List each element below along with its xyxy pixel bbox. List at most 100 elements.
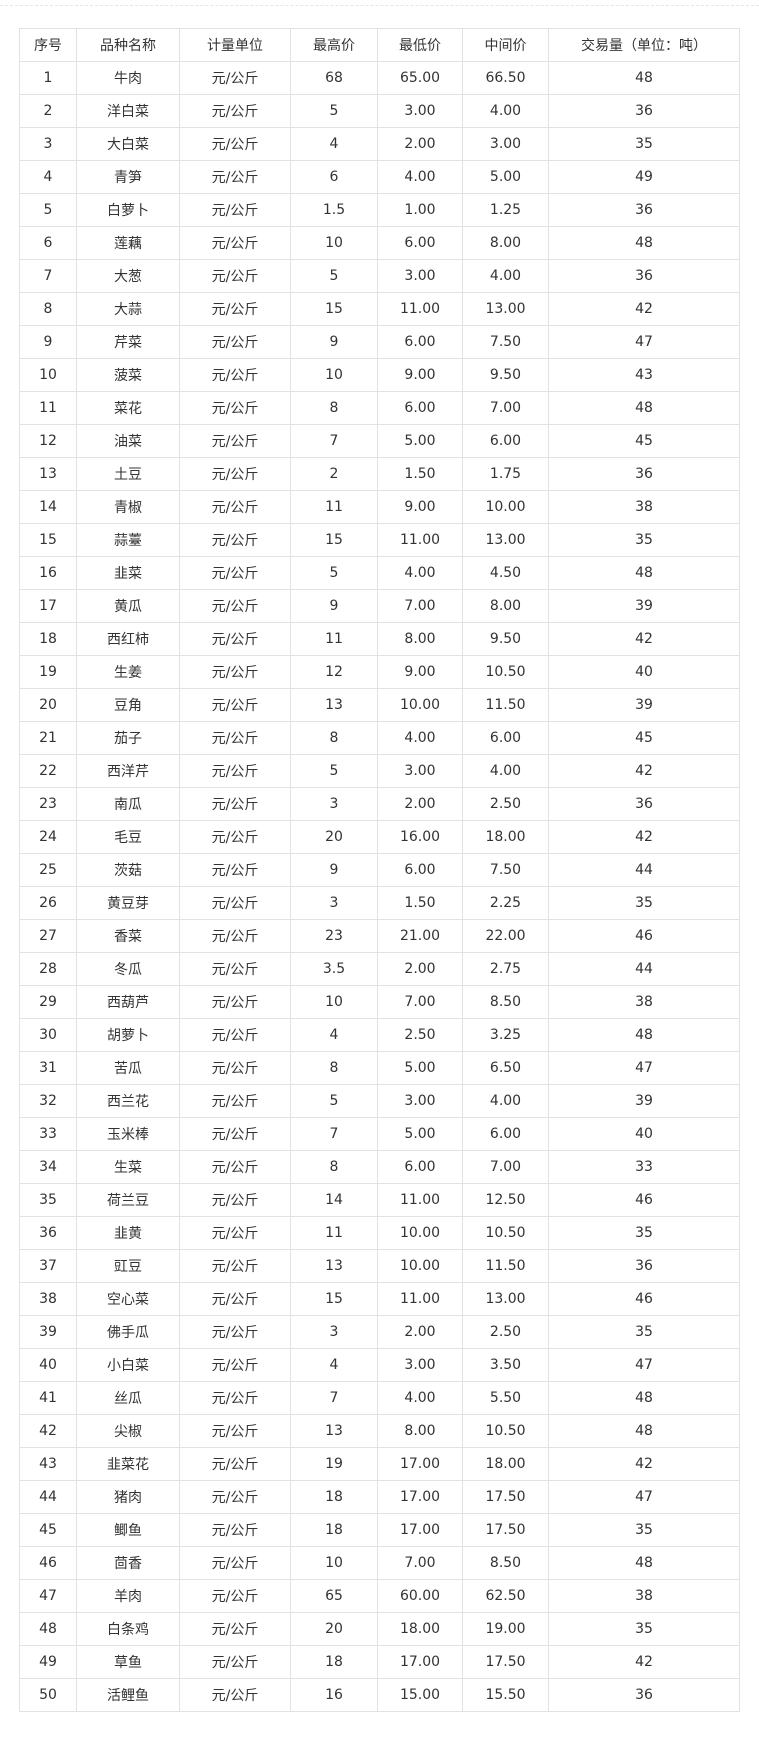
cell-col-volume: 40 xyxy=(548,1117,740,1151)
cell-col-index: 43 xyxy=(19,1447,77,1481)
cell-col-index: 50 xyxy=(19,1678,77,1712)
cell-col-volume: 48 xyxy=(548,556,740,590)
cell-col-mid: 13.00 xyxy=(462,292,549,326)
cell-col-index: 13 xyxy=(19,457,77,491)
cell-col-high: 18 xyxy=(290,1480,378,1514)
cell-col-volume: 36 xyxy=(548,94,740,128)
cell-col-unit: 元/公斤 xyxy=(179,985,291,1019)
cell-col-high: 12 xyxy=(290,655,378,689)
cell-col-unit: 元/公斤 xyxy=(179,127,291,161)
cell-col-index: 18 xyxy=(19,622,77,656)
cell-col-index: 40 xyxy=(19,1348,77,1382)
cell-col-high: 5 xyxy=(290,1084,378,1118)
cell-col-mid: 10.50 xyxy=(462,655,549,689)
cell-col-high: 20 xyxy=(290,820,378,854)
table-row: 31 苦瓜 元/公斤 8 5.00 6.50 47 xyxy=(19,1051,740,1085)
cell-col-name: 菠菜 xyxy=(76,358,180,392)
cell-col-volume: 46 xyxy=(548,1183,740,1217)
cell-col-mid: 5.50 xyxy=(462,1381,549,1415)
cell-col-high: 6 xyxy=(290,160,378,194)
cell-col-name: 土豆 xyxy=(76,457,180,491)
cell-col-mid: 2.75 xyxy=(462,952,549,986)
cell-col-volume: 35 xyxy=(548,1216,740,1250)
cell-col-unit: 元/公斤 xyxy=(179,1084,291,1118)
cell-col-mid: 12.50 xyxy=(462,1183,549,1217)
table-row: 16 韭菜 元/公斤 5 4.00 4.50 48 xyxy=(19,556,740,590)
cell-col-volume: 35 xyxy=(548,1612,740,1646)
table-row: 46 茴香 元/公斤 10 7.00 8.50 48 xyxy=(19,1546,740,1580)
cell-col-mid: 66.50 xyxy=(462,61,549,95)
cell-col-unit: 元/公斤 xyxy=(179,523,291,557)
cell-col-name: 牛肉 xyxy=(76,61,180,95)
cell-col-high: 8 xyxy=(290,1051,378,1085)
cell-col-index: 17 xyxy=(19,589,77,623)
cell-col-low: 6.00 xyxy=(377,853,463,887)
cell-col-mid: 6.00 xyxy=(462,721,549,755)
cell-col-low: 9.00 xyxy=(377,358,463,392)
cell-col-mid: 3.00 xyxy=(462,127,549,161)
cell-col-unit: 元/公斤 xyxy=(179,1051,291,1085)
table-row: 49 草鱼 元/公斤 18 17.00 17.50 42 xyxy=(19,1645,740,1679)
cell-col-high: 3 xyxy=(290,1315,378,1349)
cell-col-low: 17.00 xyxy=(377,1645,463,1679)
cell-col-unit: 元/公斤 xyxy=(179,61,291,95)
cell-col-unit: 元/公斤 xyxy=(179,1183,291,1217)
cell-col-high: 19 xyxy=(290,1447,378,1481)
cell-col-unit: 元/公斤 xyxy=(179,259,291,293)
table-row: 17 黄瓜 元/公斤 9 7.00 8.00 39 xyxy=(19,589,740,623)
cell-col-high: 15 xyxy=(290,1282,378,1316)
cell-col-unit: 元/公斤 xyxy=(179,820,291,854)
cell-col-low: 8.00 xyxy=(377,1414,463,1448)
cell-col-name: 胡萝卜 xyxy=(76,1018,180,1052)
cell-col-name: 茄子 xyxy=(76,721,180,755)
cell-col-name: 芹菜 xyxy=(76,325,180,359)
table-row: 28 冬瓜 元/公斤 3.5 2.00 2.75 44 xyxy=(19,952,740,986)
table-row: 38 空心菜 元/公斤 15 11.00 13.00 46 xyxy=(19,1282,740,1316)
table-row: 21 茄子 元/公斤 8 4.00 6.00 45 xyxy=(19,721,740,755)
cell-col-unit: 元/公斤 xyxy=(179,589,291,623)
cell-col-index: 39 xyxy=(19,1315,77,1349)
cell-col-unit: 元/公斤 xyxy=(179,1513,291,1547)
cell-col-name: 佛手瓜 xyxy=(76,1315,180,1349)
cell-col-volume: 42 xyxy=(548,1447,740,1481)
cell-col-name: 西红柿 xyxy=(76,622,180,656)
cell-col-mid: 7.00 xyxy=(462,391,549,425)
cell-col-name: 大蒜 xyxy=(76,292,180,326)
cell-col-high: 3 xyxy=(290,787,378,821)
cell-col-unit: 元/公斤 xyxy=(179,754,291,788)
cell-col-unit: 元/公斤 xyxy=(179,655,291,689)
cell-col-low: 2.50 xyxy=(377,1018,463,1052)
cell-col-volume: 36 xyxy=(548,193,740,227)
cell-col-volume: 47 xyxy=(548,325,740,359)
cell-col-index: 41 xyxy=(19,1381,77,1415)
cell-col-volume: 36 xyxy=(548,457,740,491)
cell-col-index: 48 xyxy=(19,1612,77,1646)
cell-col-unit: 元/公斤 xyxy=(179,1381,291,1415)
cell-col-low: 3.00 xyxy=(377,754,463,788)
cell-col-volume: 33 xyxy=(548,1150,740,1184)
cell-col-name: 莲藕 xyxy=(76,226,180,260)
cell-col-high: 13 xyxy=(290,688,378,722)
cell-col-high: 8 xyxy=(290,391,378,425)
cell-col-index: 11 xyxy=(19,391,77,425)
cell-col-unit: 元/公斤 xyxy=(179,622,291,656)
cell-col-low: 11.00 xyxy=(377,1282,463,1316)
cell-col-high: 4 xyxy=(290,1348,378,1382)
cell-col-mid: 6.50 xyxy=(462,1051,549,1085)
table-row: 42 尖椒 元/公斤 13 8.00 10.50 48 xyxy=(19,1414,740,1448)
cell-col-mid: 10.00 xyxy=(462,490,549,524)
cell-col-name: 苦瓜 xyxy=(76,1051,180,1085)
cell-col-low: 6.00 xyxy=(377,391,463,425)
table-row: 26 黄豆芽 元/公斤 3 1.50 2.25 35 xyxy=(19,886,740,920)
table-row: 2 洋白菜 元/公斤 5 3.00 4.00 36 xyxy=(19,94,740,128)
cell-col-high: 10 xyxy=(290,1546,378,1580)
cell-col-volume: 40 xyxy=(548,655,740,689)
cell-col-unit: 元/公斤 xyxy=(179,919,291,953)
cell-col-high: 4 xyxy=(290,127,378,161)
cell-col-high: 5 xyxy=(290,556,378,590)
cell-col-index: 32 xyxy=(19,1084,77,1118)
cell-col-name: 西洋芹 xyxy=(76,754,180,788)
cell-col-name: 猪肉 xyxy=(76,1480,180,1514)
table-row: 11 菜花 元/公斤 8 6.00 7.00 48 xyxy=(19,391,740,425)
cell-col-unit: 元/公斤 xyxy=(179,1348,291,1382)
